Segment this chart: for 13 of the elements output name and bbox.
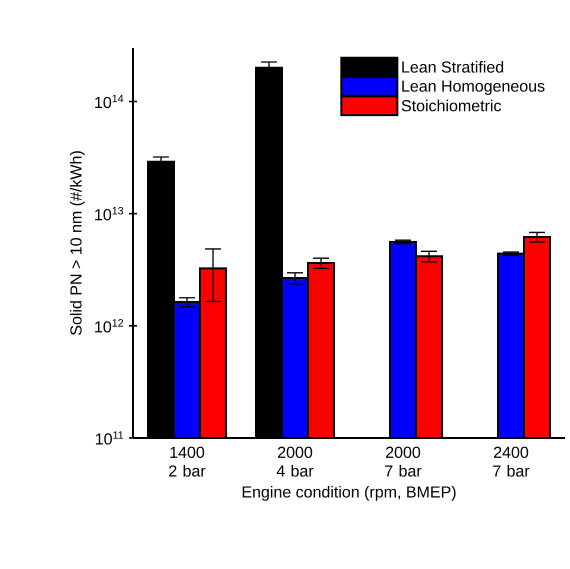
y-tick-label: 10$^{12}$ [95,319,124,333]
x-tick-label: 2400 7 bar [493,446,530,477]
y-axis-title: Solid PN > 10 nm (#/kWh) [70,151,85,335]
legend-label: Lean Homogeneous [402,80,544,95]
x-tick-label: 2000 4 bar [276,446,314,477]
y-tick-label: 10$^{13}$ [95,206,124,220]
x-tick-label: 2000 7 bar [385,446,422,477]
legend-label: Stoichiometric [402,100,502,112]
legend-label: Lean Stratified [402,60,504,73]
y-tick-label: 10$^{11}$ [96,431,124,445]
y-tick-label: 10$^{14}$ [95,94,124,108]
x-tick-label: 1400 2 bar [169,446,206,477]
x-axis-title: Engine condition (rpm, BMEP) [242,486,456,501]
